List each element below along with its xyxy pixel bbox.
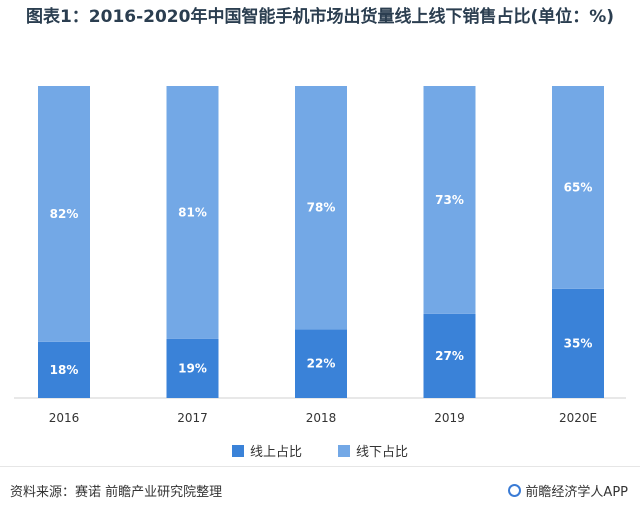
data-label-offline-2020E: 65%: [564, 180, 593, 194]
x-tick-label-2020E: 2020E: [559, 411, 597, 425]
data-label-offline-2016: 82%: [50, 207, 79, 221]
x-tick-label-2016: 2016: [49, 411, 80, 425]
source-note: 资料来源：赛诺 前瞻产业研究院整理: [10, 485, 223, 500]
bar-offline-2019: [423, 86, 476, 314]
data-label-online-2019: 27%: [435, 349, 464, 363]
data-label-offline-2017: 81%: [178, 205, 207, 219]
bar-offline-2016: [38, 86, 90, 342]
bar-online-2020E: [552, 288, 604, 398]
brand-logo-icon: [508, 484, 522, 497]
data-label-offline-2018: 78%: [307, 201, 336, 215]
x-tick-label-2018: 2018: [306, 411, 337, 425]
data-label-online-2017: 19%: [178, 361, 207, 375]
bar-online-2019: [423, 313, 476, 398]
bar-online-2017: [166, 338, 219, 398]
legend: 线上占比 线下占比: [0, 441, 640, 460]
data-label-offline-2019: 73%: [435, 193, 464, 207]
legend-swatch-offline: [338, 444, 350, 457]
stacked-bar-chart: 18% 82% 2016 19% 81% 2017 22% 78% 2018 27% 73% 2019…: [14, 86, 626, 425]
legend-label-online: 线上占比: [249, 445, 302, 460]
legend-label-offline: 线下占比: [356, 445, 409, 460]
brand: 前瞻经济学人APP: [508, 481, 628, 500]
chart-title: 图表1：2016-2020年中国智能手机市场出货量线上线下销售占比(单位：%): [25, 7, 615, 27]
data-label-online-2016: 18%: [50, 363, 79, 377]
bar-offline-2020E: [552, 86, 604, 289]
brand-name: 前瞻经济学人APP: [525, 485, 628, 500]
x-tick-label-2019: 2019: [434, 411, 465, 425]
bar-offline-2017: [166, 86, 219, 339]
bar-online-2018: [295, 329, 347, 398]
data-label-online-2020E: 35%: [564, 336, 593, 350]
x-tick-label-2017: 2017: [177, 411, 208, 425]
bar-online-2016: [38, 341, 90, 398]
bar-offline-2018: [295, 86, 347, 330]
legend-swatch-online: [231, 444, 244, 457]
legend-item-online: 线上占比: [231, 441, 302, 460]
legend-item-offline: 线下占比: [338, 441, 408, 460]
data-label-online-2018: 22%: [307, 357, 336, 371]
footer: 资料来源：赛诺 前瞻产业研究院整理 前瞻经济学人APP: [0, 466, 640, 513]
